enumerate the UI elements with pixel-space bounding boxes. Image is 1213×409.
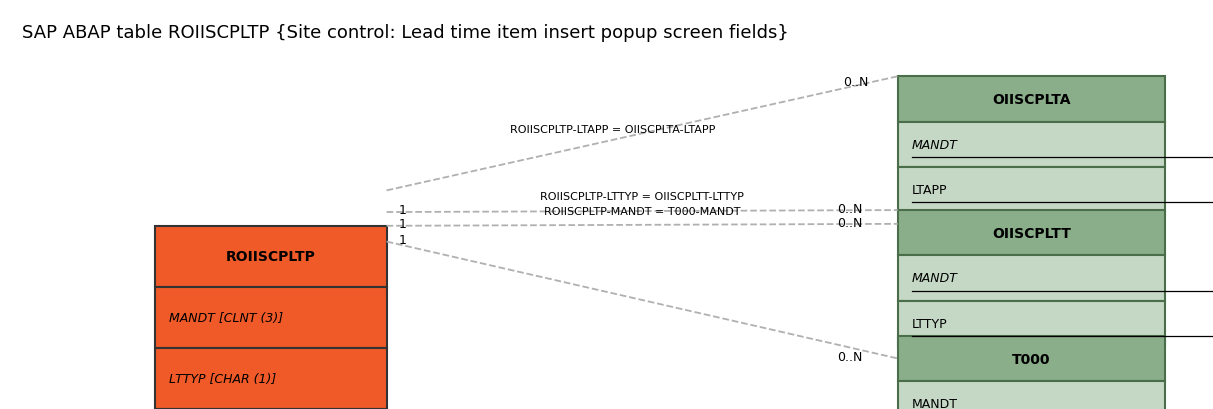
Text: 0..N: 0..N — [843, 76, 869, 89]
Text: OIISCPLTT: OIISCPLTT — [992, 226, 1071, 240]
Text: ROIISCPLTP-LTAPP = OIISCPLTA-LTAPP: ROIISCPLTP-LTAPP = OIISCPLTA-LTAPP — [509, 125, 716, 135]
Text: LTAPP: LTAPP — [912, 184, 947, 196]
Text: SAP ABAP table ROIISCPLTP {Site control: Lead time item insert popup screen fiel: SAP ABAP table ROIISCPLTP {Site control:… — [22, 24, 788, 42]
Text: 1: 1 — [398, 218, 406, 230]
Text: ROIISCPLTP: ROIISCPLTP — [226, 250, 315, 264]
FancyBboxPatch shape — [898, 301, 1166, 346]
FancyBboxPatch shape — [155, 287, 387, 348]
FancyBboxPatch shape — [898, 256, 1166, 301]
Text: 0..N: 0..N — [837, 350, 862, 363]
Text: 0..N: 0..N — [837, 203, 862, 216]
Text: OIISCPLTA: OIISCPLTA — [992, 93, 1071, 107]
Text: T000: T000 — [1012, 352, 1050, 366]
FancyBboxPatch shape — [898, 167, 1166, 213]
Text: MANDT: MANDT — [912, 138, 958, 151]
Text: 0..N: 0..N — [837, 217, 862, 229]
FancyBboxPatch shape — [898, 381, 1166, 409]
FancyBboxPatch shape — [898, 336, 1166, 381]
FancyBboxPatch shape — [898, 122, 1166, 167]
FancyBboxPatch shape — [155, 348, 387, 409]
Text: MANDT [CLNT (3)]: MANDT [CLNT (3)] — [169, 311, 283, 324]
Text: MANDT: MANDT — [912, 272, 958, 285]
FancyBboxPatch shape — [898, 211, 1166, 256]
Text: 1: 1 — [398, 204, 406, 217]
Text: LTTYP [CHAR (1)]: LTTYP [CHAR (1)] — [169, 372, 277, 385]
FancyBboxPatch shape — [155, 226, 387, 287]
Text: 1: 1 — [398, 233, 406, 246]
FancyBboxPatch shape — [898, 77, 1166, 122]
Text: LTTYP: LTTYP — [912, 317, 947, 330]
Text: ROIISCPLTP-MANDT = T000-MANDT: ROIISCPLTP-MANDT = T000-MANDT — [543, 207, 740, 217]
Text: ROIISCPLTP-LTTYP = OIISCPLTT-LTTYP: ROIISCPLTP-LTTYP = OIISCPLTT-LTTYP — [540, 192, 744, 202]
Text: MANDT: MANDT — [912, 398, 958, 409]
